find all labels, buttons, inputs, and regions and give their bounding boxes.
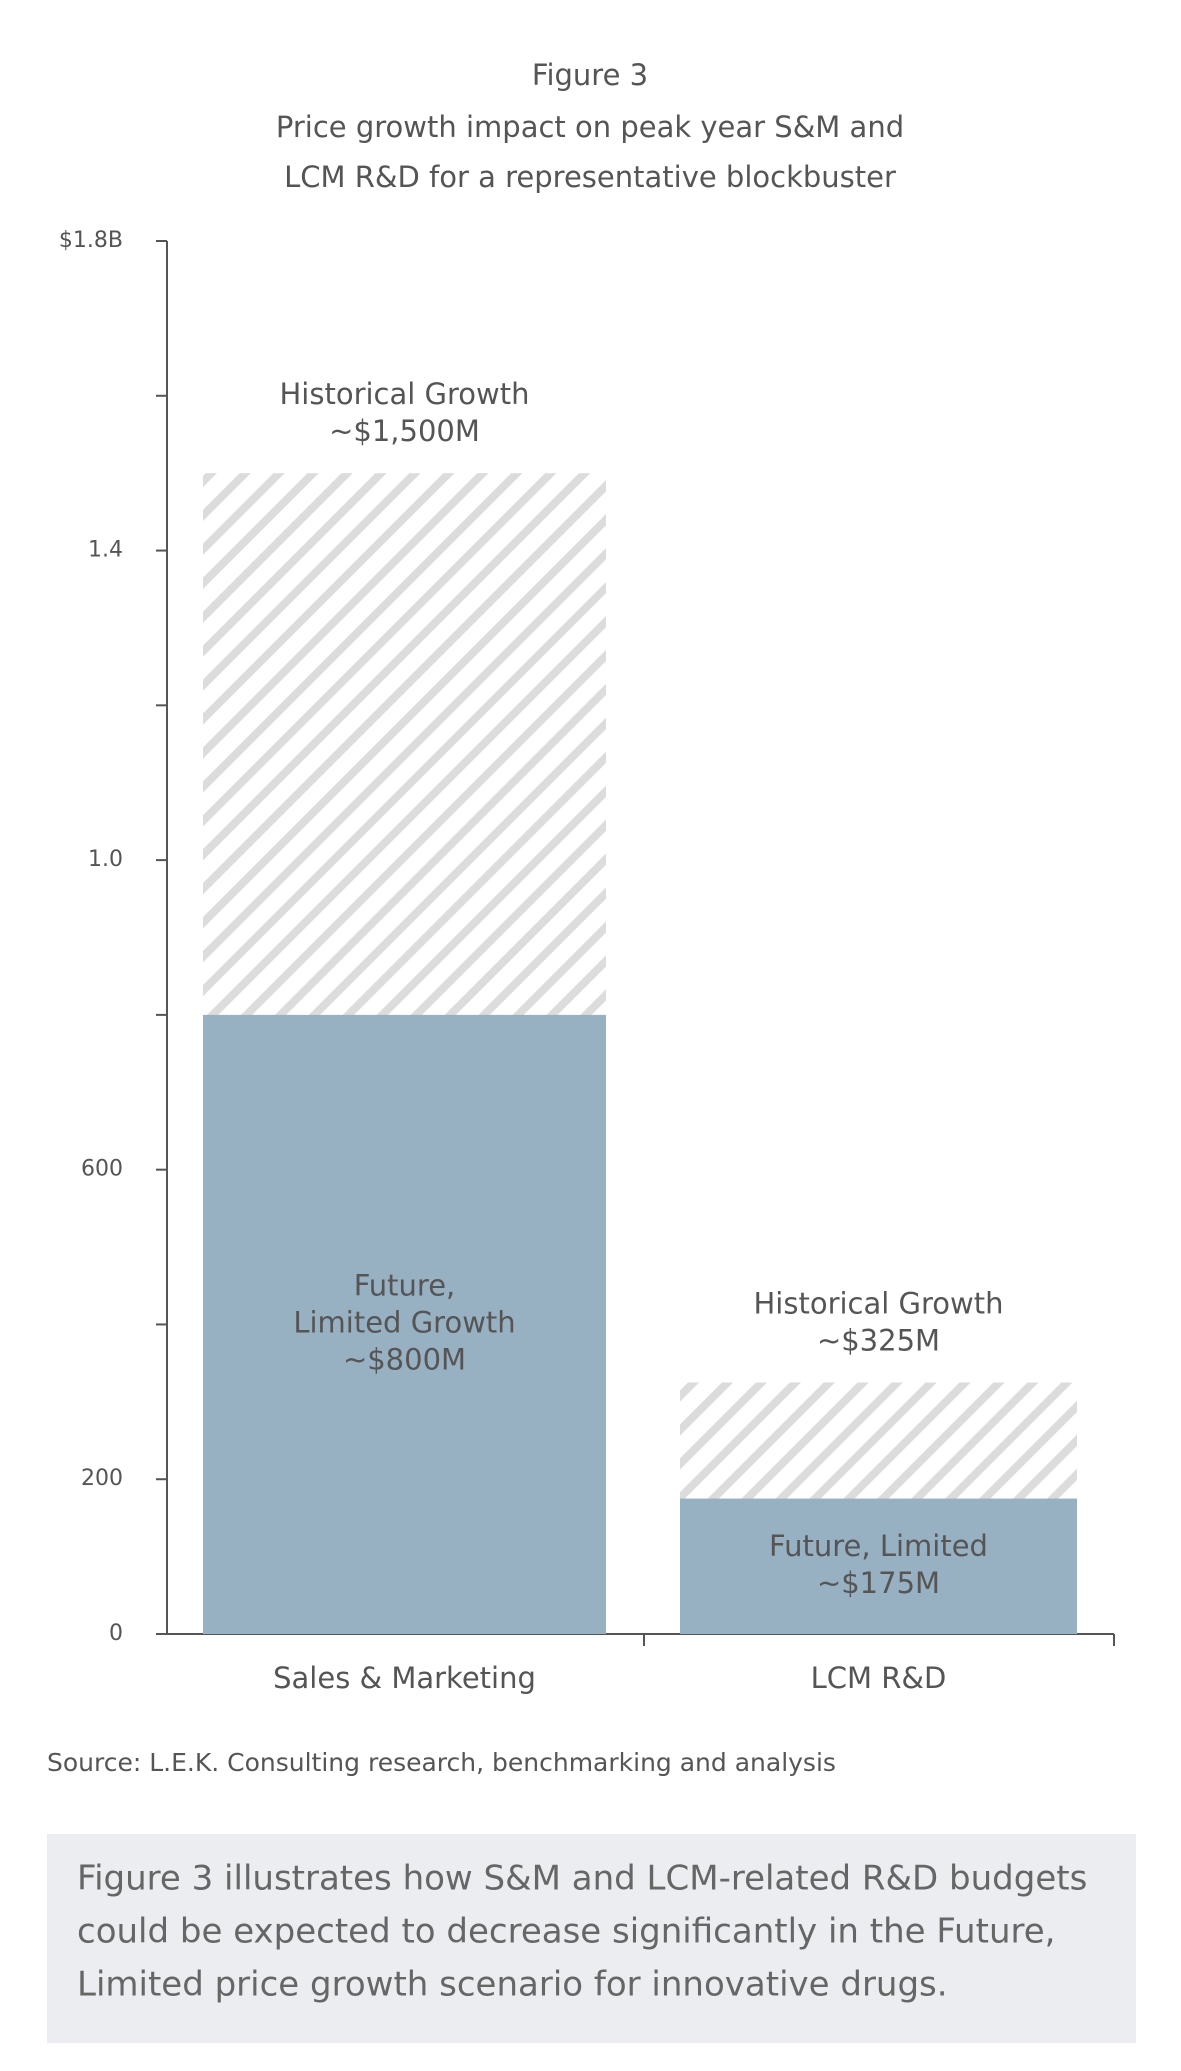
bar-label: Limited Growth xyxy=(293,1305,515,1339)
bar-label: ~$325M xyxy=(817,1323,940,1357)
note-line: Figure 3 illustrates how S&M and LCM-rel… xyxy=(77,1859,1087,1899)
bar-label: Historical Growth xyxy=(279,377,529,411)
source: Source: L.E.K. Consulting research, benc… xyxy=(47,1748,836,1777)
bar-label: ~$800M xyxy=(343,1342,466,1376)
bar-label: Historical Growth xyxy=(753,1286,1003,1320)
y-tick-label: $1.8B xyxy=(59,228,123,253)
bar-label: ~$1,500M xyxy=(329,414,480,448)
y-tick-label: 1.4 xyxy=(88,538,123,563)
bar xyxy=(203,1014,606,1634)
note-box xyxy=(47,1834,1136,2043)
bar-label: ~$175M xyxy=(817,1566,940,1600)
chart-subtitle: Price growth impact on peak year S&M and xyxy=(276,110,904,144)
y-tick-label: 0 xyxy=(109,1621,123,1646)
x-tick-label: LCM R&D xyxy=(811,1661,947,1695)
y-tick-label: 600 xyxy=(81,1157,123,1182)
note-line: Limited price growth scenario for innova… xyxy=(77,1965,948,2005)
y-tick-label: 200 xyxy=(81,1466,123,1491)
chart-title: Figure 3 xyxy=(532,58,648,92)
x-tick-label: Sales & Marketing xyxy=(273,1661,536,1695)
bar xyxy=(680,1498,1077,1634)
bar-label: Future, xyxy=(354,1268,456,1302)
note-line: could be expected to decrease significan… xyxy=(77,1912,1055,1952)
y-tick-label: 1.0 xyxy=(88,847,123,872)
chart-subtitle: LCM R&D for a representative blockbuster xyxy=(284,160,896,194)
bar-label: Future, Limited xyxy=(769,1529,988,1563)
